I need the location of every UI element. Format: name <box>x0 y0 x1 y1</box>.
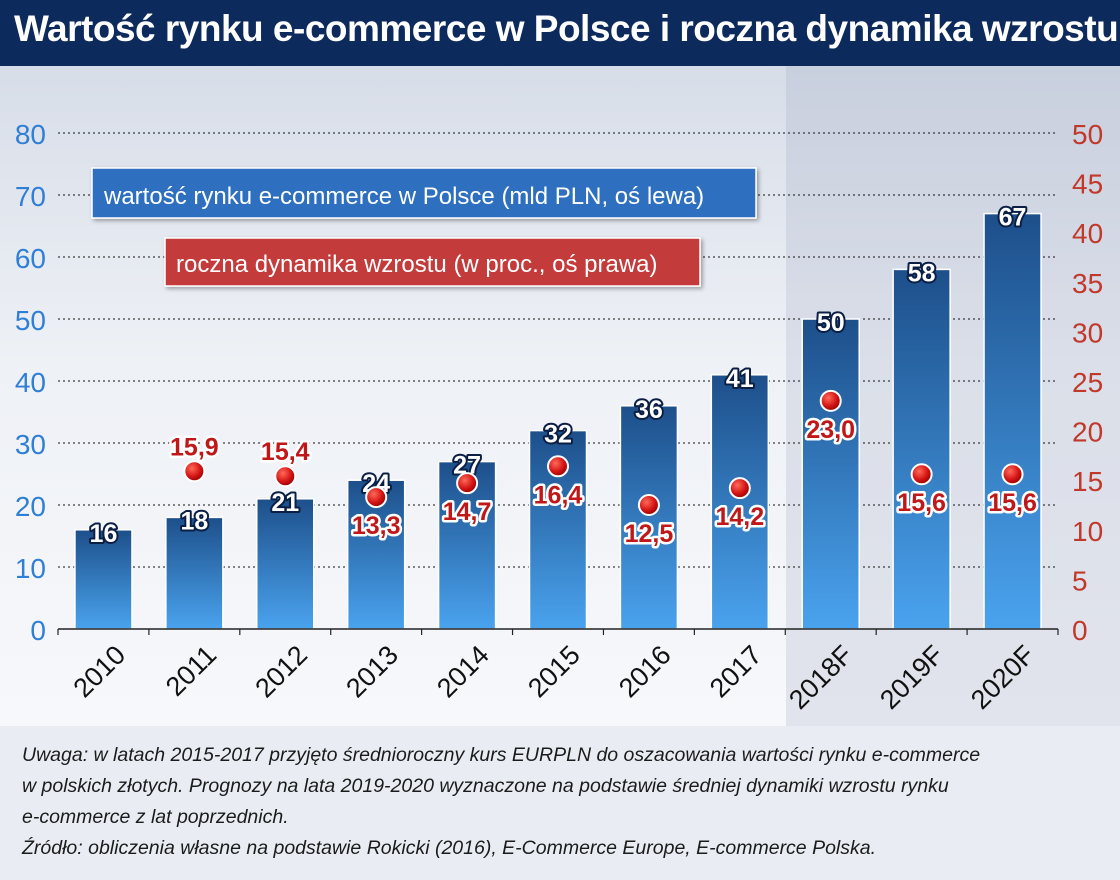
bar-value-label: 21 <box>271 489 299 517</box>
left-axis-tick-label: 70 <box>15 181 46 212</box>
growth-rate-label: 15,9 <box>170 433 219 461</box>
x-axis-category-label: 2012 <box>249 640 313 704</box>
x-axis-category-label: 2019F <box>874 640 949 715</box>
right-axis-tick-label: 20 <box>1072 417 1103 448</box>
x-axis-category-label: 2013 <box>340 640 404 704</box>
bar <box>619 405 679 630</box>
title-bar: Wartość rynku e-commerce w Polsce i rocz… <box>0 0 1120 66</box>
right-axis-tick-label: 25 <box>1072 367 1103 398</box>
right-axis-tick-label: 40 <box>1072 218 1103 249</box>
growth-rate-marker <box>728 477 751 500</box>
x-axis-category-label: 2014 <box>431 640 495 704</box>
left-axis-tick-label: 10 <box>15 553 46 584</box>
growth-rate-marker <box>637 494 660 516</box>
right-axis-tick-label: 15 <box>1072 466 1103 497</box>
left-axis-tick-label: 30 <box>15 429 46 460</box>
footnotes: Uwaga: w latach 2015-2017 przyjęto średn… <box>22 740 1102 864</box>
note-line: w polskich złotych. Prognozy na lata 201… <box>22 775 949 797</box>
x-axis-category-label: 2016 <box>613 640 677 704</box>
growth-rate-label: 15,6 <box>897 489 946 517</box>
bar-value-label: 58 <box>908 259 936 287</box>
growth-rate-label: 14,7 <box>443 498 492 526</box>
bar-value-label: 16 <box>90 520 118 548</box>
bar <box>892 268 951 630</box>
bar-value-label: 36 <box>635 396 663 424</box>
growth-rate-label: 16,4 <box>534 481 583 509</box>
growth-rate-marker <box>365 486 388 509</box>
bar <box>801 318 860 630</box>
note-line: e-commerce z lat poprzednich. <box>22 806 289 828</box>
growth-rate-marker <box>910 463 933 486</box>
x-axis-category-label: 2015 <box>522 640 586 704</box>
right-axis-tick-label: 30 <box>1072 317 1103 348</box>
legend-item-growth-rate: roczna dynamika wzrostu (w proc., oś pra… <box>164 237 701 287</box>
bar-value-label: 41 <box>726 365 754 393</box>
growth-rate-label: 15,6 <box>988 489 1037 517</box>
growth-rate-marker <box>183 460 206 483</box>
chart-title: Wartość rynku e-commerce w Polsce i rocz… <box>14 8 1119 49</box>
right-axis-tick-label: 50 <box>1072 119 1103 150</box>
left-axis-tick-label: 60 <box>15 243 46 274</box>
left-axis-tick-label: 0 <box>30 615 46 646</box>
growth-rate-label: 14,2 <box>715 503 764 531</box>
growth-rate-marker <box>819 389 842 412</box>
x-axis-category-label: 2018F <box>783 640 858 715</box>
right-axis-tick-label: 35 <box>1072 268 1103 299</box>
legend-label-growth-rate: roczna dynamika wzrostu (w proc., oś pra… <box>176 251 658 278</box>
right-axis-tick-label: 0 <box>1072 615 1088 646</box>
note-line: Uwaga: w latach 2015-2017 przyjęto średn… <box>22 744 981 766</box>
left-axis-tick-label: 40 <box>15 367 46 398</box>
bar-value-label: 50 <box>817 309 845 337</box>
left-axis-tick-label: 20 <box>15 491 46 522</box>
bar <box>165 516 224 630</box>
growth-rate-marker <box>1001 463 1024 486</box>
left-axis-tick-label: 80 <box>15 119 46 150</box>
bar-value-label: 32 <box>544 421 572 449</box>
left-axis-tick-label: 50 <box>15 305 46 336</box>
right-axis-tick-label: 10 <box>1072 516 1103 547</box>
right-axis-tick-label: 5 <box>1072 565 1088 596</box>
bar <box>256 498 315 630</box>
x-axis-category-label: 2011 <box>160 640 222 702</box>
growth-rate-marker <box>456 472 479 495</box>
growth-rate-label: 13,3 <box>352 512 401 540</box>
growth-rate-marker <box>274 465 297 488</box>
bar <box>710 374 770 630</box>
right-axis-tick-label: 45 <box>1072 169 1103 200</box>
note-line: Źródło: obliczenia własne na podstawie R… <box>22 837 877 859</box>
bar-value-label: 67 <box>999 204 1027 232</box>
bar <box>983 212 1042 630</box>
x-axis-category-label: 2010 <box>68 640 132 704</box>
legend-item-market-value: wartość rynku e-commerce w Polsce (mld P… <box>91 167 757 219</box>
growth-rate-label: 12,5 <box>625 520 674 548</box>
growth-rate-label: 23,0 <box>806 416 855 444</box>
x-axis-category-label: 2020F <box>965 640 1040 715</box>
bar-value-label: 27 <box>453 452 481 480</box>
bar-value-label: 18 <box>180 507 208 535</box>
legend-label-market-value: wartość rynku e-commerce w Polsce (mld P… <box>103 183 704 210</box>
x-axis-category-label: 2017 <box>704 640 768 704</box>
growth-rate-label: 15,4 <box>261 438 310 466</box>
growth-rate-marker <box>547 455 569 478</box>
